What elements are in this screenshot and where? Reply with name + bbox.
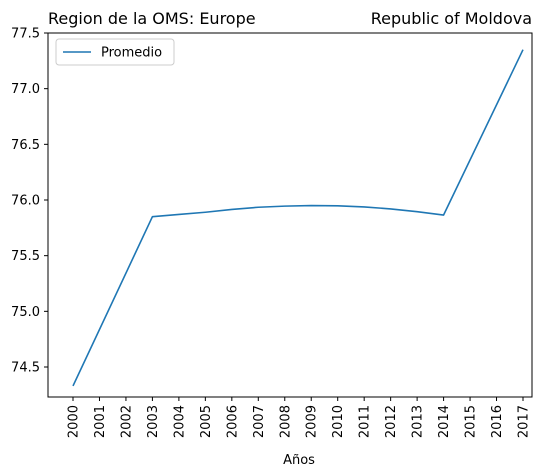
x-tick-label: 2010 — [331, 405, 346, 438]
y-tick-label: 76.0 — [11, 194, 40, 209]
y-tick-label: 75.5 — [11, 249, 40, 264]
y-tick-label: 76.5 — [11, 138, 40, 153]
x-tick-label: 2013 — [411, 405, 426, 438]
y-tick-label: 75.0 — [11, 305, 40, 320]
y-tick-label: 74.5 — [11, 361, 40, 376]
x-tick-label: 2014 — [437, 405, 452, 438]
x-tick-label: 2011 — [358, 405, 373, 438]
x-tick-label: 2017 — [517, 405, 532, 438]
x-tick-label: 2006 — [225, 405, 240, 438]
x-tick-label: 2016 — [490, 405, 505, 438]
x-tick-label: 2003 — [146, 405, 161, 438]
legend-label: Promedio — [101, 46, 162, 61]
y-tick-label: 77.0 — [11, 82, 40, 97]
x-tick-label: 2005 — [199, 405, 214, 438]
x-tick-label: 2007 — [252, 405, 267, 438]
legend-box — [55, 38, 175, 66]
x-tick-label: 2015 — [464, 405, 479, 438]
chart-title-right: Republic of Moldova — [371, 9, 532, 28]
y-tick-label: 77.5 — [11, 27, 40, 42]
plot-area: 74.5 75.0 75.5 76.0 76.5 77.0 77.5 2000 2001 2002… — [11, 27, 533, 438]
x-tick-label: 2000 — [67, 405, 82, 438]
plot-frame — [47, 32, 533, 398]
x-tick-label: 2004 — [172, 405, 187, 438]
x-tick-label: 2002 — [119, 405, 134, 438]
x-tick-label: 2001 — [93, 405, 108, 438]
chart-title-left: Region de la OMS: Europe — [48, 9, 256, 28]
x-tick-label: 2009 — [305, 405, 320, 438]
x-tick-label: 2008 — [278, 405, 293, 438]
series-line-0 — [72, 49, 524, 387]
x-axis-label: Años — [283, 453, 315, 468]
x-tick-label: 2012 — [384, 405, 399, 438]
